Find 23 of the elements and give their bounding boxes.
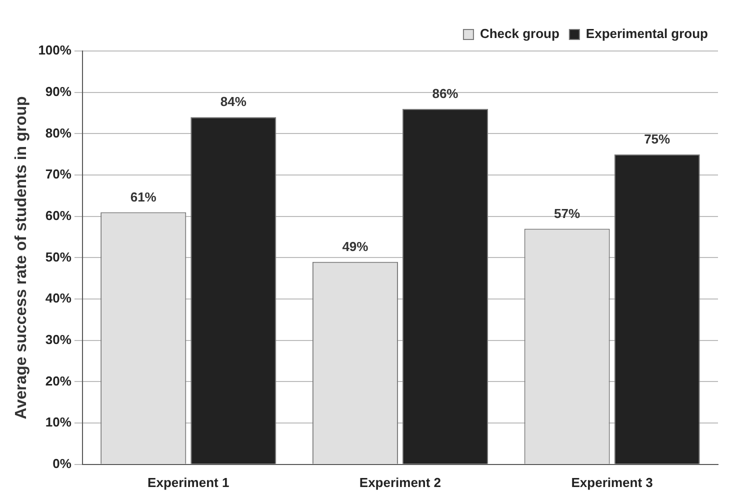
x-tick-label: Experiment 3	[571, 474, 653, 490]
x-tick-label: Experiment 1	[148, 474, 230, 490]
y-tick-label: 40%	[45, 290, 72, 306]
data-label: 86%	[432, 86, 459, 101]
y-tick-label: 0%	[52, 456, 72, 471]
y-tick-label: 70%	[45, 166, 72, 182]
data-label: 61%	[130, 189, 157, 204]
data-label: 84%	[220, 94, 247, 110]
y-tick-label: 90%	[45, 84, 72, 99]
data-label: 49%	[342, 238, 369, 254]
legend-label: Experimental group	[586, 26, 708, 42]
y-tick-label: 60%	[45, 208, 72, 223]
y-tick-label: 10%	[45, 414, 72, 430]
data-label: 75%	[644, 131, 671, 146]
y-tick-label: 80%	[45, 125, 72, 140]
y-tick-label: 30%	[45, 332, 72, 347]
x-tick-label: Experiment 2	[359, 474, 442, 490]
y-axis-title: Average success rate of students in group	[13, 96, 30, 420]
legend-label: Check group	[480, 26, 560, 42]
y-tick-label: 50%	[45, 249, 72, 264]
data-label: 57%	[554, 206, 580, 221]
y-tick-label: 20%	[45, 373, 72, 388]
y-tick-label: 100%	[38, 42, 72, 58]
